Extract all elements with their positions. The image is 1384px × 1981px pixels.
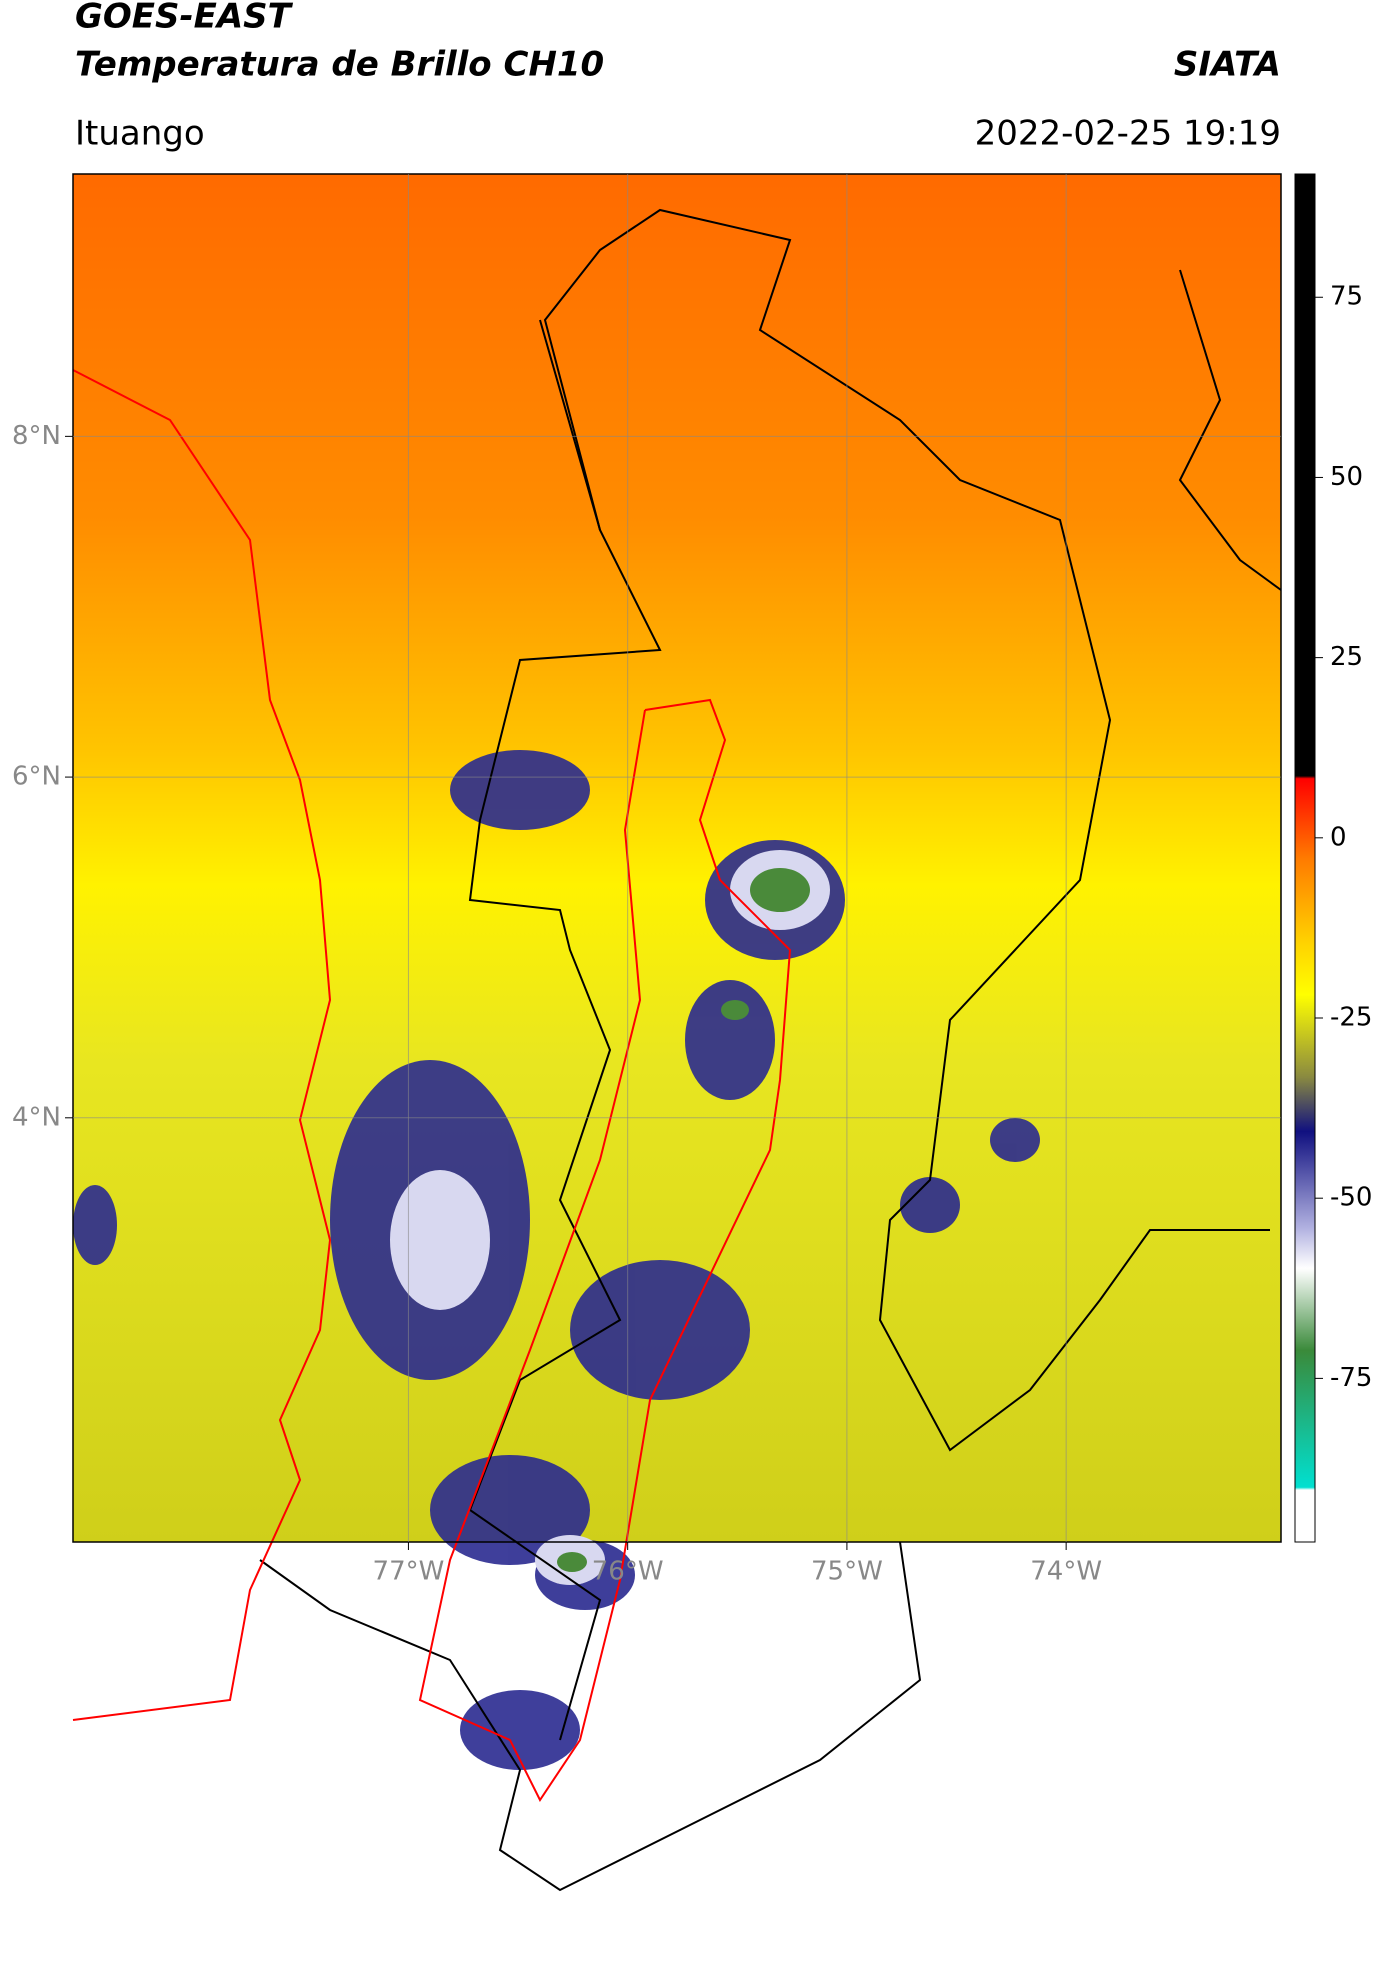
lon-tick-label: 74°W bbox=[1030, 1557, 1102, 1587]
colorbar-tick-label: -75 bbox=[1330, 1363, 1372, 1393]
colorbar-tick-label: -25 bbox=[1330, 1003, 1372, 1033]
borders bbox=[259, 208, 1282, 1892]
product: Temperatura de Brillo CH10 bbox=[75, 45, 604, 85]
datetime: 2022-02-25 19:19 bbox=[975, 114, 1281, 154]
coastline-and-basin bbox=[72, 369, 792, 1802]
colorbar-tick-label: 75 bbox=[1330, 282, 1363, 312]
map bbox=[72, 174, 1282, 1892]
lon-tick-label: 76°W bbox=[592, 1557, 664, 1587]
lon-tick-label: 77°W bbox=[373, 1557, 445, 1587]
colorbar-tick-label: 50 bbox=[1330, 462, 1363, 492]
lon-tick-label: 75°W bbox=[811, 1557, 883, 1587]
colorbar-tick-label: 0 bbox=[1330, 822, 1347, 852]
lat-tick-label: 8°N bbox=[12, 421, 61, 451]
coldest-cores bbox=[557, 868, 810, 1572]
satellite: GOES-EAST bbox=[75, 0, 294, 37]
colorbar-tick-label: -50 bbox=[1330, 1183, 1372, 1213]
source: SIATA bbox=[1174, 45, 1281, 85]
lat-tick-label: 4°N bbox=[12, 1102, 61, 1132]
colorbar-tick-label: 25 bbox=[1330, 642, 1363, 672]
map-frame bbox=[72, 173, 1282, 1543]
lat-tick-label: 6°N bbox=[12, 762, 61, 792]
location: Ituango bbox=[75, 114, 205, 154]
colorbar bbox=[1294, 173, 1316, 1543]
